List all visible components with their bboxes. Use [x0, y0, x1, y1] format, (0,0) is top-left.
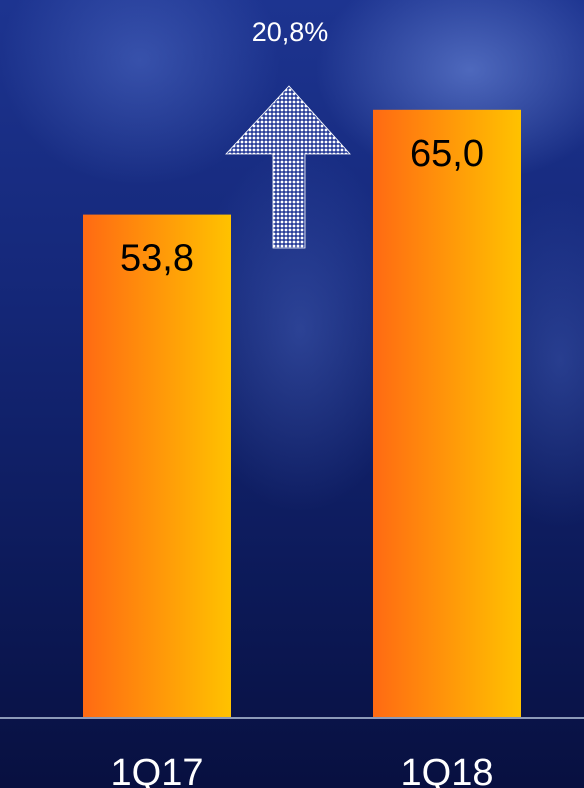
- category-label-1q18: 1Q18: [401, 752, 494, 788]
- category-labels-group: 1Q17 1Q18: [111, 752, 494, 788]
- value-label-1q18: 65,0: [410, 133, 484, 175]
- bar-1q18: [373, 109, 521, 719]
- value-labels-group: 53,8 65,0: [120, 133, 484, 280]
- bar-1q17: [83, 214, 231, 719]
- category-label-1q17: 1Q17: [111, 752, 204, 788]
- up-arrow-icon: [225, 85, 351, 249]
- growth-annotation: 20,8%: [252, 17, 329, 47]
- bars-group: [83, 109, 521, 719]
- value-label-1q17: 53,8: [120, 238, 194, 280]
